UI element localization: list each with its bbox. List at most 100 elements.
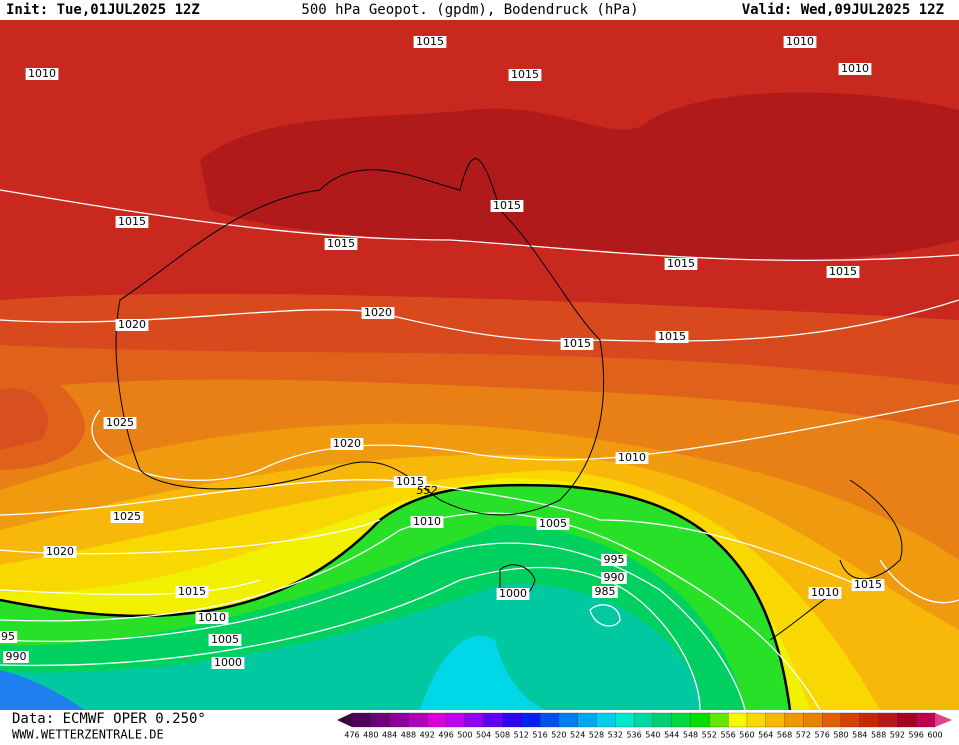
contour-label: 1020 [364,306,392,319]
color-swatch [596,712,616,728]
color-swatch [351,712,372,728]
color-label: 580 [833,731,848,740]
color-label: 528 [589,731,604,740]
label-box [211,657,245,669]
label-box [851,579,885,591]
label-box [115,216,149,228]
color-swatch [445,712,466,728]
contour-label: 1020 [46,545,74,558]
contour-label: 95 [1,630,15,643]
contour-label: 552 [417,484,438,497]
color-label: 492 [420,731,435,740]
map-title: 500 hPa Geopot. (gpdm), Bodendruck (hPa) [301,2,638,18]
color-label: 484 [382,731,397,740]
valid-time: Valid: Wed,09JUL2025 12Z [742,2,944,18]
contour-label: 1015 [416,35,444,48]
color-label: 576 [815,731,830,740]
contour-label: 1015 [511,68,539,81]
contour-label: 995 [604,553,625,566]
label-box [110,511,144,523]
color-label: 552 [702,731,717,740]
label-box [496,588,530,600]
contour-labels: 1015 1010 1010 1015 1010 1015 1015 1015 1015 1015… [0,35,885,669]
color-swatch [427,712,447,728]
color-label: 516 [532,731,547,740]
band [0,670,85,710]
contour-label: 1010 [198,611,226,624]
color-swatch [916,712,936,728]
color-label: 600 [927,731,942,740]
contour-label: 1015 [493,199,521,212]
contour-label: 1025 [106,416,134,429]
color-label: 500 [457,731,472,740]
label-box [592,586,618,598]
isobars [0,189,959,711]
contour-label: 1005 [539,517,567,530]
contour-label: 990 [6,650,27,663]
label-box [601,572,627,584]
color-swatch [558,712,579,728]
color-label: 504 [476,731,491,740]
label-box [330,438,364,450]
contour-label: 1005 [211,633,239,646]
color-swatch [483,712,504,728]
color-label: 548 [683,731,698,740]
label-box [508,69,542,81]
color-label: 568 [777,731,792,740]
label-box [195,612,229,624]
color-swatch [690,712,710,728]
color-bar: 476 480 484 488 492 496 500 504 508 512 516 520 524 5… [337,712,952,740]
band [0,583,700,710]
color-swatch [615,712,635,728]
contour-label: 1010 [786,35,814,48]
field [0,20,959,711]
label-box [410,516,444,528]
color-label: 496 [438,731,453,740]
color-swatch [464,712,485,728]
label-box [413,36,447,48]
contour-label: 1010 [618,451,646,464]
contour-label: 990 [604,571,625,584]
contour-label: 1015 [396,475,424,488]
contour-label: 1020 [118,318,146,331]
label-box [393,476,427,488]
color-label: 512 [514,731,529,740]
contour-label: 1010 [413,515,441,528]
color-swatch [521,712,541,728]
color-label: 488 [401,731,416,740]
color-label: 544 [664,731,679,740]
contour-label: 1015 [658,330,686,343]
color-label: 524 [570,731,585,740]
label-box [560,338,594,350]
label-box [43,546,77,558]
contour-label: 1010 [811,586,839,599]
label-box [175,586,209,598]
contour-label: 1020 [333,437,361,450]
arrow-high [935,713,952,727]
label-box [0,631,18,643]
band [0,388,48,450]
color-swatch [408,712,428,728]
band [420,635,545,710]
color-swatch [822,712,842,728]
color-label: 508 [495,731,510,740]
color-swatch [671,712,692,728]
color-label: 532 [608,731,623,740]
label-box [808,587,842,599]
color-label: 536 [626,731,641,740]
contour-label: 1015 [563,337,591,350]
color-label: 480 [363,731,378,740]
label-box [664,258,698,270]
color-swatch [539,712,560,728]
label-box [838,63,872,75]
contour-label: 1000 [214,656,242,669]
contour-label: 1015 [178,585,206,598]
label-box [601,554,627,566]
color-label: 584 [852,731,867,740]
contour-label: 1015 [829,265,857,278]
color-label: 556 [720,731,735,740]
color-swatch [803,712,823,728]
label-box [490,200,524,212]
band [200,92,959,260]
contour-label: 1000 [499,587,527,600]
